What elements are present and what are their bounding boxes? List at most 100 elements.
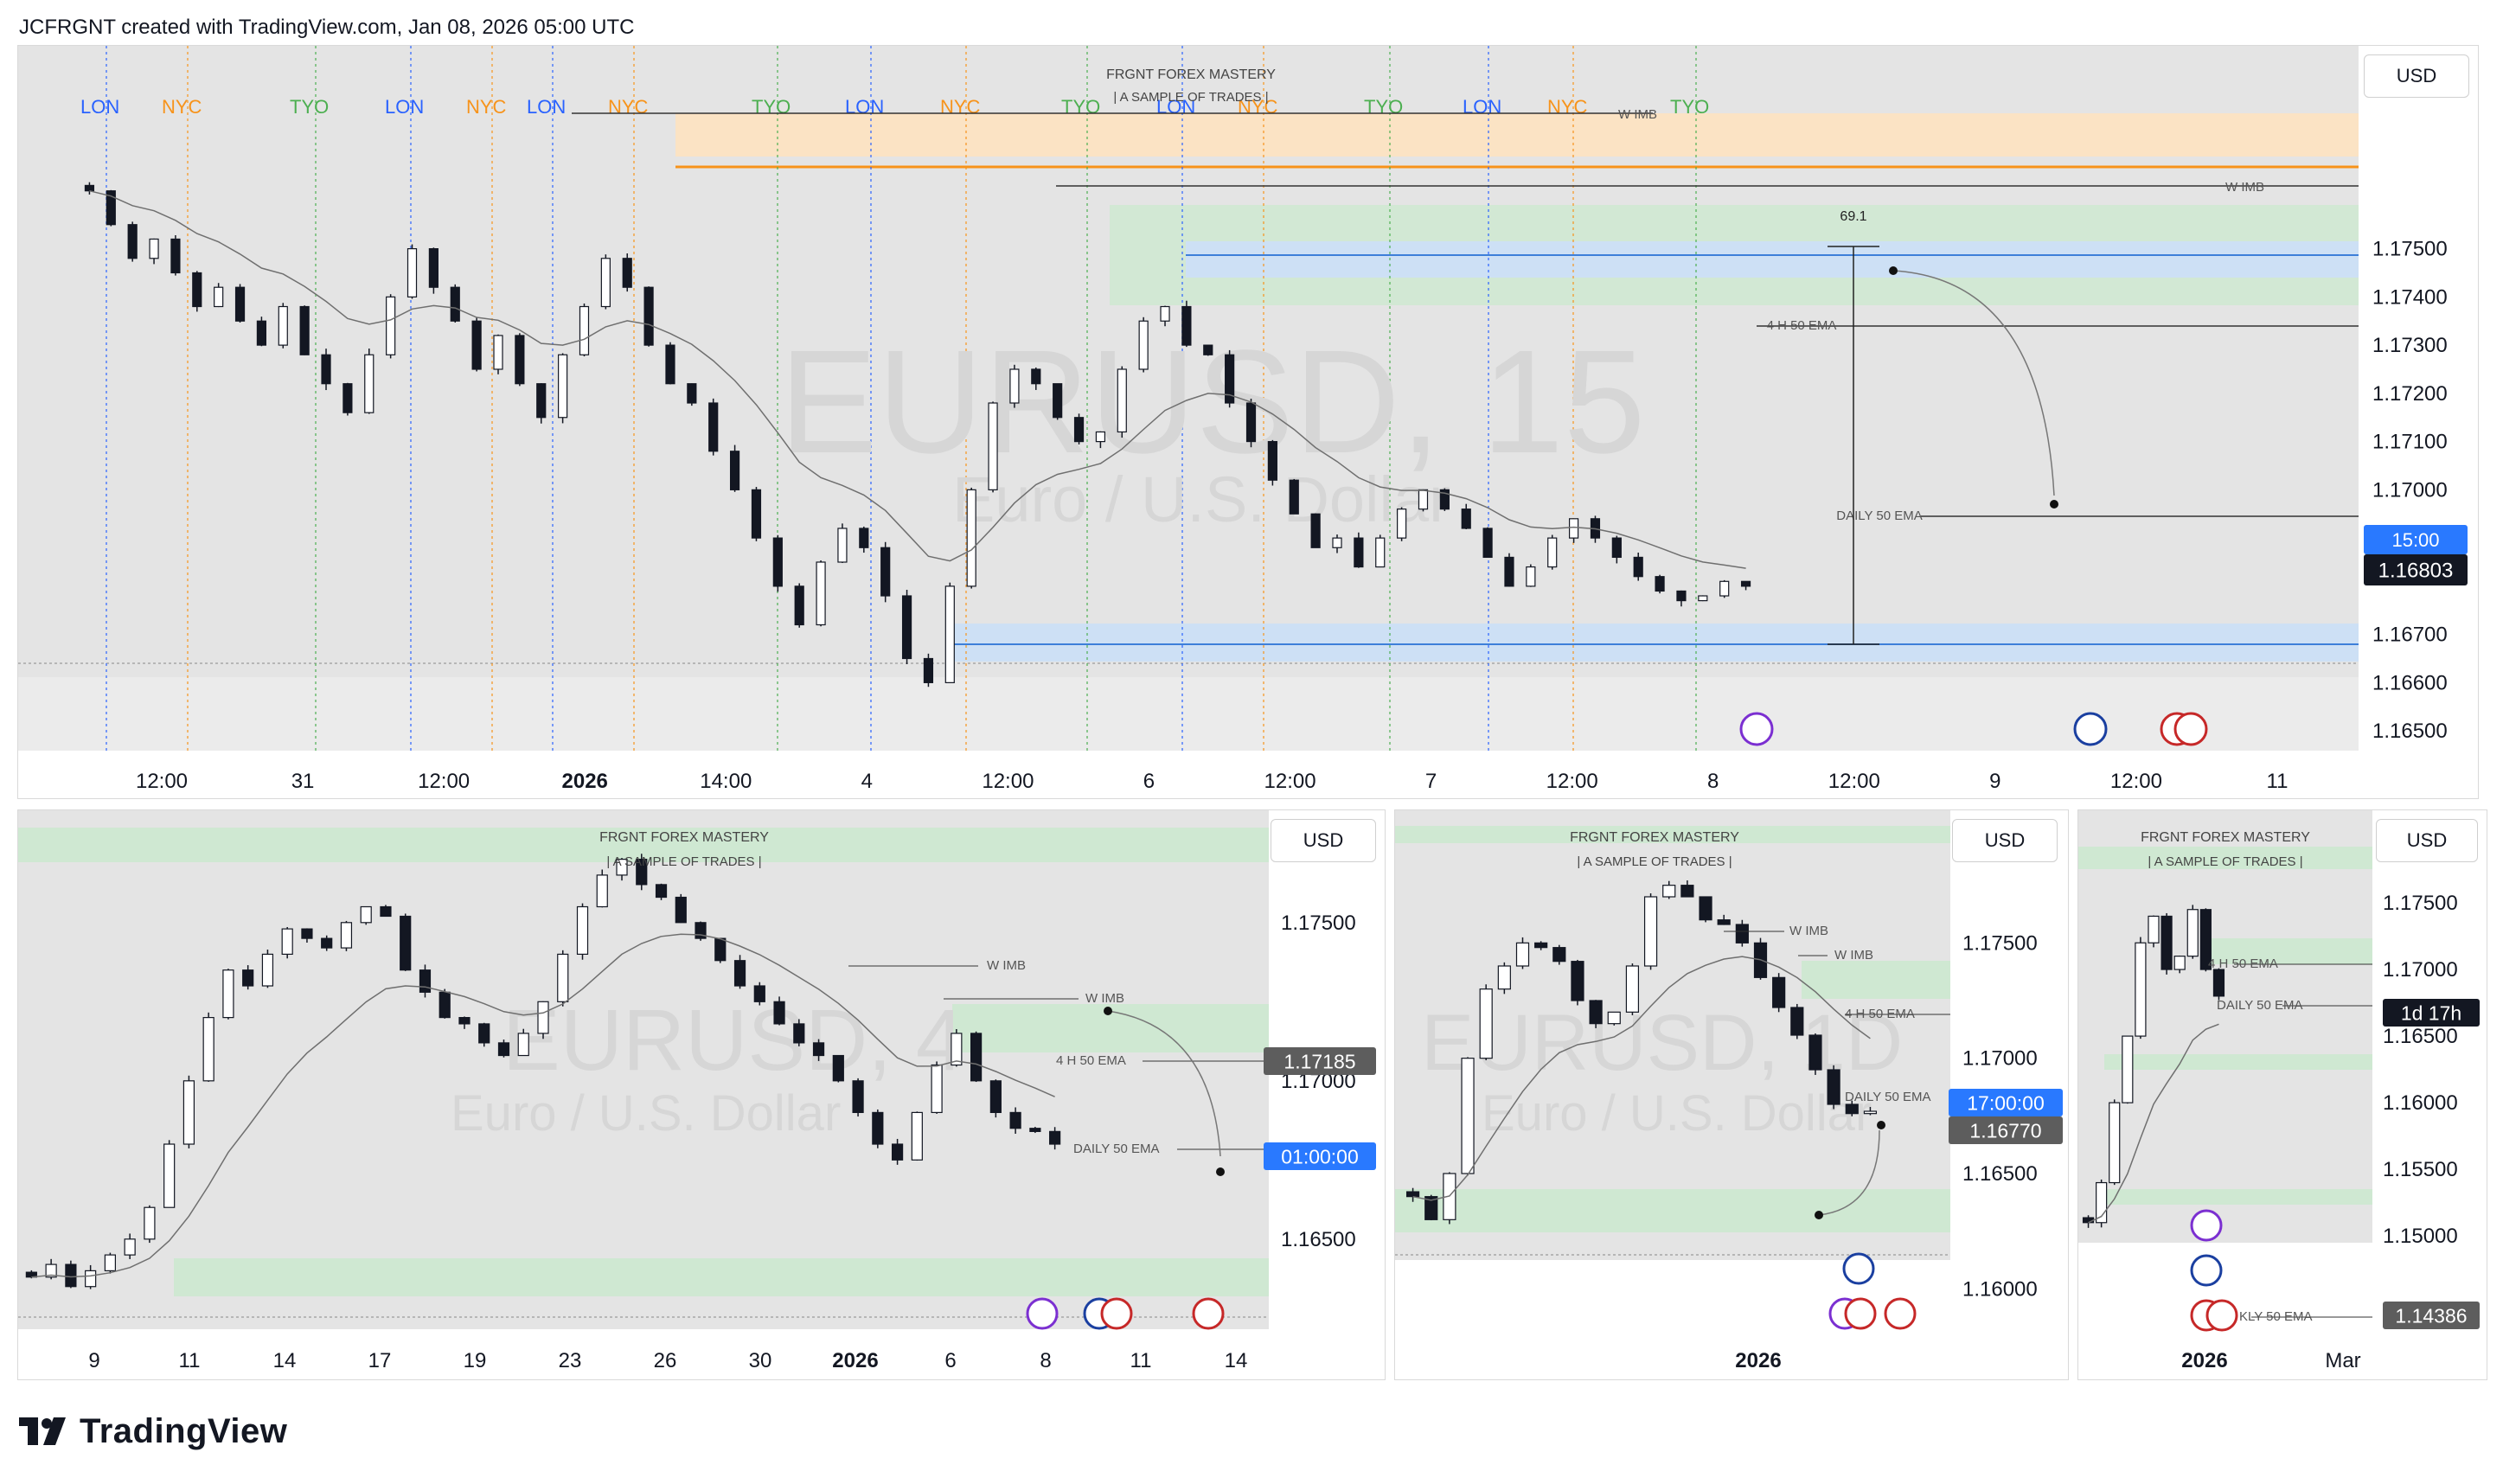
daily-chart-panel[interactable]: EURUSD, 1D Euro / U.S. Dollar FRGNT FOREX …: [1394, 809, 2069, 1380]
weekly-chart-svg[interactable]: FRGNT FOREX MASTERY | A SAMPLE OF TRADES …: [2078, 810, 2487, 1379]
time-label-bg: [1264, 1142, 1376, 1170]
y-axis-tick-label: 1.16500: [2383, 1025, 2458, 1048]
candle-body: [1698, 595, 1708, 602]
time-label-bg: [2364, 525, 2468, 554]
price-label: 1.17185: [1284, 1050, 1355, 1072]
main-chart-panel[interactable]: LON NYC TYO LON NYC LON NYC TYO LON NYC TYO LON NYC T…: [17, 45, 2479, 799]
candle-body: [149, 238, 159, 259]
candle-body: [636, 859, 648, 886]
subtitle-watermark: Euro / U.S. Dollar: [451, 1085, 841, 1142]
price-label: 1.16770: [1969, 1119, 2041, 1142]
daily-ema-label: DAILY 50 EMA: [1845, 1090, 1931, 1104]
candle-body: [1203, 344, 1213, 355]
x-axis-tick-label: 9: [1989, 770, 2000, 793]
currency-selector[interactable]: USD: [1271, 819, 1376, 862]
candle-body: [301, 928, 313, 939]
candle-body: [25, 1271, 37, 1278]
w-imb-label: W IMB: [1834, 948, 1873, 963]
candle-body: [1643, 896, 1658, 967]
w-imb-label: W IMB: [2225, 180, 2264, 195]
y-axis-tick-label: 1.16700: [2372, 624, 2448, 647]
candle-body: [2122, 1035, 2134, 1103]
session-label-lon: LON: [1463, 96, 1501, 118]
candle-body: [321, 937, 333, 949]
candle-body: [733, 960, 746, 987]
plot-background: [2078, 810, 2372, 1243]
candle-body: [1029, 1128, 1041, 1132]
candle-body: [558, 354, 568, 419]
candle-body: [812, 1042, 825, 1057]
x-axis-tick-label: 31: [291, 770, 315, 793]
session-label-tyo: TYO: [1061, 96, 1100, 118]
candle-body: [1655, 576, 1665, 592]
weekly-chart-panel[interactable]: FRGNT FOREX MASTERY | A SAMPLE OF TRADES …: [2077, 809, 2487, 1380]
candle-body: [1461, 509, 1471, 529]
time-label-bg: [2383, 999, 2480, 1027]
candle-body: [1009, 368, 1020, 404]
candle-body: [708, 402, 719, 452]
main-chart-svg[interactable]: LON NYC TYO LON NYC LON NYC TYO LON NYC TYO LON NYC T…: [18, 46, 2478, 798]
candle-body: [832, 1054, 844, 1082]
session-label-lon: LON: [385, 96, 424, 118]
candle-body: [751, 489, 762, 539]
candle-body: [106, 190, 116, 226]
title-annotation: FRGNT FOREX MASTERY: [2141, 830, 2310, 845]
x-axis-tick-label: 30: [749, 1349, 772, 1372]
time-label-bg: [1949, 1089, 2063, 1116]
candle-body: [515, 335, 525, 385]
measure-label: 69.1: [1840, 209, 1866, 224]
candle-body: [2135, 942, 2147, 1037]
currency-selector[interactable]: USD: [2376, 819, 2478, 862]
candle-body: [1354, 537, 1364, 568]
x-axis-tick-label: 12:00: [418, 770, 470, 793]
ema-4h-label: 4 H 50 EMA: [1845, 1007, 1915, 1021]
subtitle-annotation: | A SAMPLE OF TRADES |: [1577, 854, 1732, 869]
economic-event-icon: [2205, 1299, 2238, 1332]
candle-body: [1740, 580, 1751, 587]
ema-4h-label: 4 H 50 EMA: [1056, 1053, 1126, 1068]
candle-body: [386, 296, 396, 355]
session-label-tyo: TYO: [752, 96, 791, 118]
symbol-watermark: EURUSD, 15: [779, 320, 1645, 484]
y-axis-tick-label: 1.15500: [2383, 1158, 2458, 1181]
projection-end-dot: [1216, 1167, 1225, 1176]
title-annotation: FRGNT FOREX MASTERY: [1570, 830, 1739, 845]
x-axis-tick-label: 14:00: [700, 770, 752, 793]
y-axis-tick-label: 1.16500: [1962, 1162, 2038, 1186]
candle-body: [261, 953, 274, 987]
candle-body: [1479, 988, 1493, 1059]
candle-body: [773, 1001, 785, 1025]
x-axis-tick-label: 4: [861, 770, 873, 793]
tradingview-logo[interactable]: TradingView: [19, 1410, 287, 1453]
price-label-bg: [2383, 1302, 2480, 1329]
candle-body: [458, 1017, 471, 1025]
y-axis-tick-label: 1.17400: [2372, 285, 2448, 309]
economic-event-icon: [1842, 1252, 1875, 1285]
x-axis-tick-label: 14: [273, 1349, 297, 1372]
ema-line: [1412, 956, 1871, 1201]
subtitle-annotation: | A SAMPLE OF TRADES |: [1113, 90, 1268, 105]
four-hour-chart-panel[interactable]: EURUSD, 4 Euro / U.S. Dollar FRGNT FOREX M…: [17, 809, 1386, 1380]
currency-selector[interactable]: USD: [2364, 54, 2469, 98]
x-axis-tick-label: 12:00: [1264, 770, 1316, 793]
candle-body: [923, 657, 934, 683]
candle-body: [1504, 556, 1514, 587]
candle-body: [1375, 537, 1386, 568]
session-label-nyc: NYC: [1238, 96, 1278, 118]
candle-body: [1680, 885, 1694, 898]
x-axis-tick-label: 19: [464, 1349, 487, 1372]
candle-body: [557, 953, 569, 1002]
candle-body: [944, 585, 955, 683]
candle-body: [1568, 518, 1579, 539]
session-label-lon: LON: [80, 96, 119, 118]
candle-body: [1625, 965, 1640, 1013]
candle-body: [84, 184, 95, 192]
currency-selector[interactable]: USD: [1952, 819, 2058, 862]
candle-body: [124, 1238, 136, 1256]
candle-body: [1772, 976, 1786, 1008]
y-axis-tick-label: 1.17100: [2372, 431, 2448, 454]
session-label-tyo: TYO: [1670, 96, 1709, 118]
candle-body: [2212, 969, 2225, 997]
